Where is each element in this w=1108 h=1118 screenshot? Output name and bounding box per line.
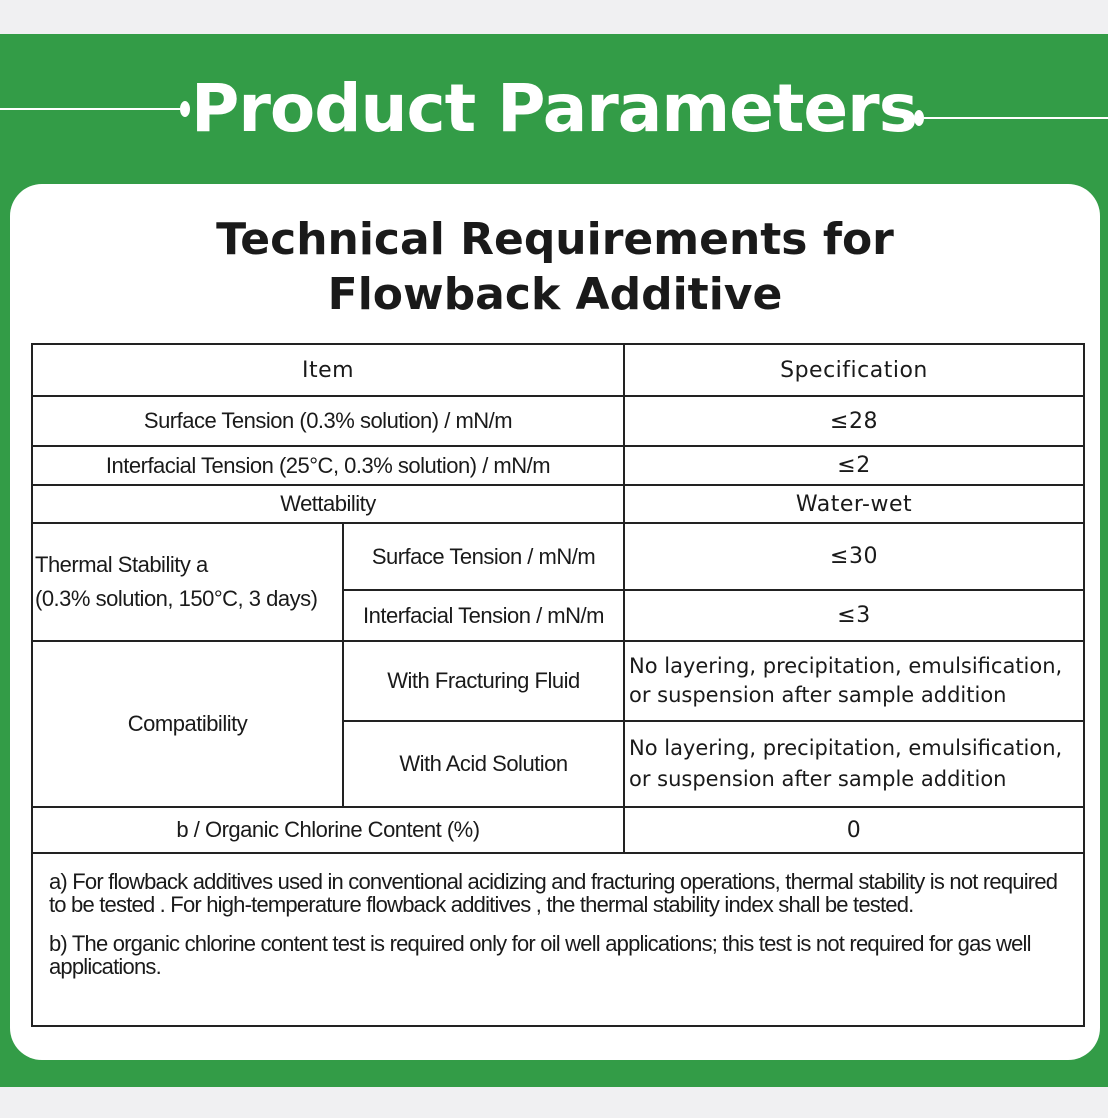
table-row: b / Organic Chlorine Content (%) 0: [31, 806, 1085, 854]
note-a: a) For flowback additives used in conven…: [49, 869, 1058, 917]
spec-line2: or suspension after sample addition: [629, 767, 1007, 791]
bottom-strip: [0, 1087, 1108, 1118]
table-row: Wettability Water-wet: [31, 484, 1085, 524]
spec-table: Item Specification Surface Tension (0.3%…: [31, 343, 1085, 1027]
table-header-row: Item Specification: [31, 343, 1085, 397]
table-row: With Acid Solution No layering, precipit…: [32, 720, 1085, 808]
spec-cell: No layering, precipitation, emulsificati…: [623, 640, 1085, 722]
header-specification: Specification: [623, 343, 1085, 397]
spec-line1: No layering, precipitation, emulsificati…: [629, 654, 1063, 678]
notes-row: a) For flowback additives used in conven…: [31, 852, 1085, 1027]
banner-title: Product Parameters: [190, 70, 918, 147]
card-title-line2: Flowback Additive: [327, 269, 783, 320]
spec-cell: 0: [623, 806, 1085, 854]
sub-item-cell: Surface Tension / mN/m: [342, 522, 625, 591]
sub-item-cell: Interfacial Tension / mN/m: [342, 589, 625, 642]
spec-cell: ≤30: [623, 522, 1085, 591]
compatibility-cell: Compatibility: [31, 640, 344, 808]
spec-cell: ≤3: [623, 589, 1085, 642]
table-row: Interfacial Tension / mN/m ≤3: [32, 589, 1085, 642]
notes-cell: a) For flowback additives used in conven…: [31, 852, 1085, 1027]
spec-cell: No layering, precipitation, emulsificati…: [623, 720, 1085, 808]
item-cell: Interfacial Tension (25°C, 0.3% solution…: [31, 445, 625, 486]
thermal-stability-line2: (0.3% solution, 150°C, 3 days): [35, 586, 318, 611]
spec-line2: or suspension after sample addition: [629, 683, 1007, 707]
sub-item-cell: With Acid Solution: [342, 720, 625, 808]
spec-cell: ≤28: [623, 395, 1085, 447]
sub-item-cell: With Fracturing Fluid: [342, 640, 625, 722]
item-cell: Wettability: [31, 484, 625, 524]
thermal-stability-cell: Thermal Stability a (0.3% solution, 150°…: [31, 522, 344, 642]
card-title: Technical Requirements for Flowback Addi…: [10, 212, 1100, 322]
table-row: Thermal Stability a (0.3% solution, 150°…: [31, 522, 1085, 642]
card-title-line1: Technical Requirements for: [216, 214, 894, 265]
table-row: Surface Tension (0.3% solution) / mN/m ≤…: [31, 395, 1085, 447]
header-item: Item: [31, 343, 625, 397]
banner-right-dot: [914, 110, 924, 126]
spec-cell: Water-wet: [623, 484, 1085, 524]
banner-left-dot: [180, 101, 190, 117]
note-b: b) The organic chlorine content test is …: [49, 931, 1032, 979]
table-row: Compatibility With Fracturing Fluid No l…: [31, 640, 1085, 808]
item-cell: Surface Tension (0.3% solution) / mN/m: [31, 395, 625, 447]
spec-cell: ≤2: [623, 445, 1085, 486]
table-row: Interfacial Tension (25°C, 0.3% solution…: [31, 445, 1085, 486]
banner-left-line: [0, 108, 180, 110]
spec-line1: No layering, precipitation, emulsificati…: [629, 736, 1063, 760]
item-cell: b / Organic Chlorine Content (%): [31, 806, 625, 854]
thermal-stability-line1: Thermal Stability a: [35, 552, 208, 577]
banner-right-line: [924, 117, 1108, 119]
